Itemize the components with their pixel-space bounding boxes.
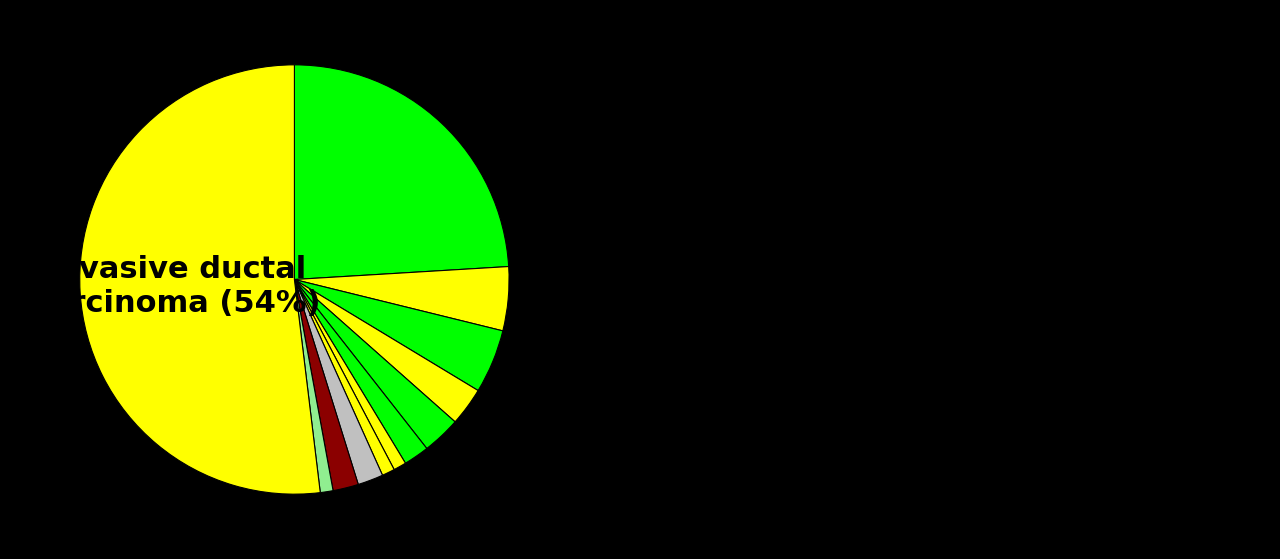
Wedge shape	[294, 280, 426, 463]
Wedge shape	[294, 280, 383, 485]
Wedge shape	[294, 267, 509, 331]
Wedge shape	[79, 65, 320, 494]
Wedge shape	[294, 280, 456, 448]
Wedge shape	[294, 280, 406, 470]
Wedge shape	[294, 280, 333, 492]
Wedge shape	[294, 280, 479, 422]
Wedge shape	[294, 280, 358, 491]
Wedge shape	[294, 280, 503, 391]
Text: Invasive ductal
carcinoma (54%): Invasive ductal carcinoma (54%)	[32, 255, 321, 318]
Wedge shape	[294, 280, 394, 475]
Wedge shape	[294, 65, 508, 280]
